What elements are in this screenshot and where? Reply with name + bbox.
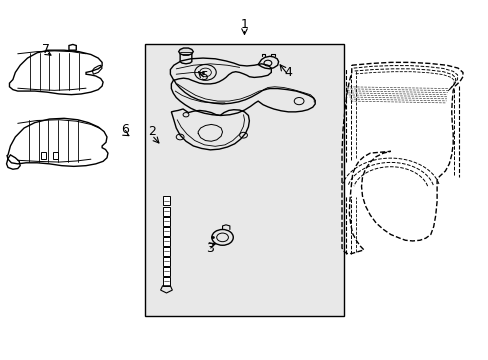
Bar — [41, 152, 45, 159]
Polygon shape — [162, 257, 170, 266]
Text: 5: 5 — [201, 69, 209, 82]
Text: 1: 1 — [240, 18, 248, 31]
Text: 2: 2 — [147, 125, 156, 138]
Text: 6: 6 — [121, 123, 129, 136]
Polygon shape — [162, 277, 170, 286]
Polygon shape — [178, 48, 193, 55]
Polygon shape — [162, 247, 170, 256]
Bar — [53, 152, 58, 159]
Bar — [144, 44, 344, 316]
Text: 4: 4 — [284, 66, 292, 79]
Text: 7: 7 — [42, 42, 50, 55]
Text: 3: 3 — [206, 242, 214, 255]
Polygon shape — [162, 197, 170, 206]
Polygon shape — [162, 226, 170, 235]
Polygon shape — [162, 217, 170, 226]
Polygon shape — [162, 237, 170, 246]
Polygon shape — [162, 267, 170, 276]
Polygon shape — [162, 207, 170, 216]
